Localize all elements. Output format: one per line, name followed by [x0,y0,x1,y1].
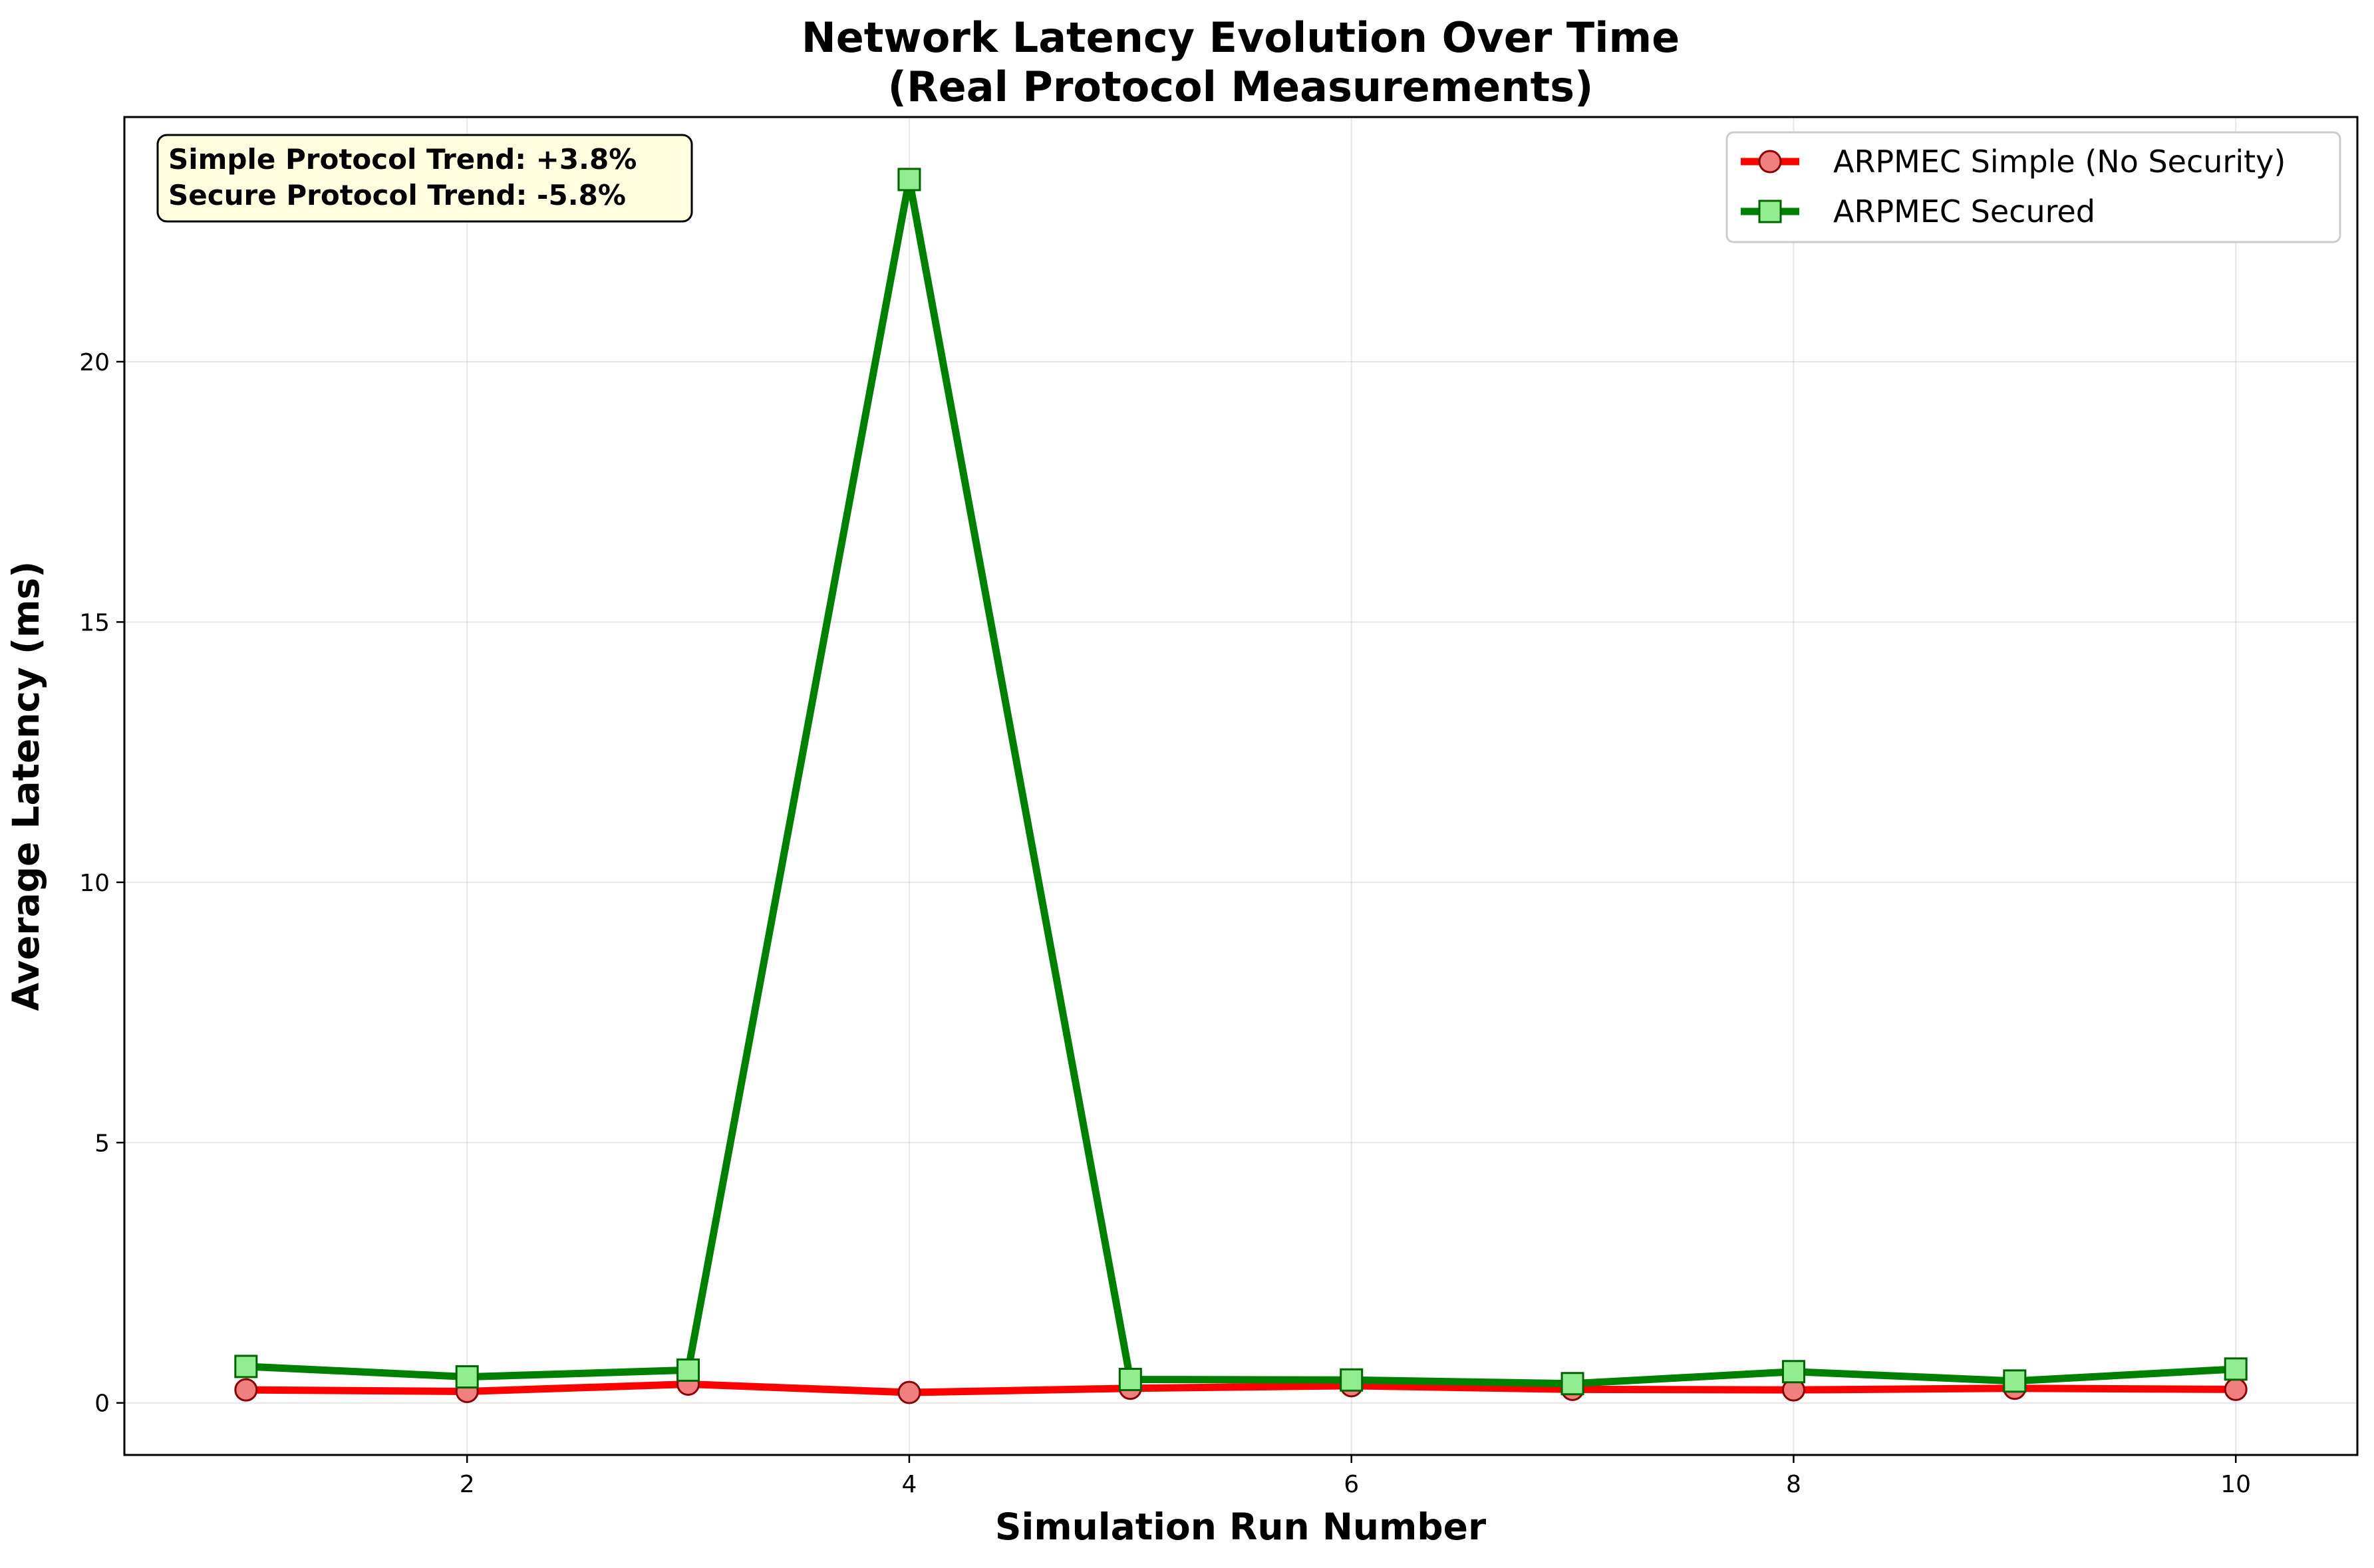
plot-frame [123,116,2359,1456]
x-tick-label: 10 [2220,1471,2251,1498]
x-tick-label: 6 [1344,1471,1359,1498]
data-point-simple [2224,1377,2248,1401]
data-point-secured [897,168,921,192]
legend-marker-simple [1758,150,1782,174]
data-point-secured [1340,1368,1364,1392]
legend: ARPMEC Simple (No Security) ARPMEC Secur… [1725,131,2341,243]
legend-marker-secured [1758,199,1782,223]
legend-label-secured: ARPMEC Secured [1833,194,2095,229]
x-tick-label: 4 [901,1471,917,1498]
grid-lines [124,117,2357,1455]
series-layer [234,168,2248,1404]
legend-label-simple: ARPMEC Simple (No Security) [1833,144,2286,180]
y-tick-label: 10 [79,870,110,897]
trend-annotation: Simple Protocol Trend: +3.8% Secure Prot… [156,134,693,223]
annotation-box [156,134,693,223]
annotation-line-secure: Secure Protocol Trend: -5.8% [168,179,626,211]
data-point-secured [1560,1372,1584,1396]
data-point-simple [234,1378,258,1402]
x-axis-ticks: 2 4 6 8 10 [460,1455,2251,1498]
chart-title-line-2: (Real Protocol Measurements) [888,63,1594,111]
y-tick-label: 0 [94,1390,110,1418]
series-line-simple [242,1380,2240,1396]
annotation-line-simple: Simple Protocol Trend: +3.8% [168,143,637,176]
series-line-secured [242,176,2240,1388]
data-point-secured [676,1358,700,1382]
data-point-secured [2003,1369,2027,1393]
x-axis-label: Simulation Run Number [995,1505,1486,1548]
data-point-secured [1118,1367,1142,1391]
series-secured [234,168,2248,1396]
data-point-simple [897,1380,921,1404]
data-point-secured [1781,1360,1805,1384]
chart-title-line-1: Network Latency Evolution Over Time [802,13,1680,62]
x-tick-label: 8 [1786,1471,1801,1498]
y-tick-label: 20 [79,349,110,376]
y-axis-label: Average Latency (ms) [5,561,47,1011]
data-point-secured [455,1365,479,1389]
data-point-secured [234,1355,258,1378]
data-point-secured [2224,1357,2248,1381]
y-tick-label: 5 [94,1130,110,1157]
y-tick-label: 15 [79,609,110,636]
legend-box [1725,131,2341,243]
x-tick-label: 2 [460,1471,475,1498]
y-axis-ticks: 0 5 10 15 20 [79,349,124,1418]
